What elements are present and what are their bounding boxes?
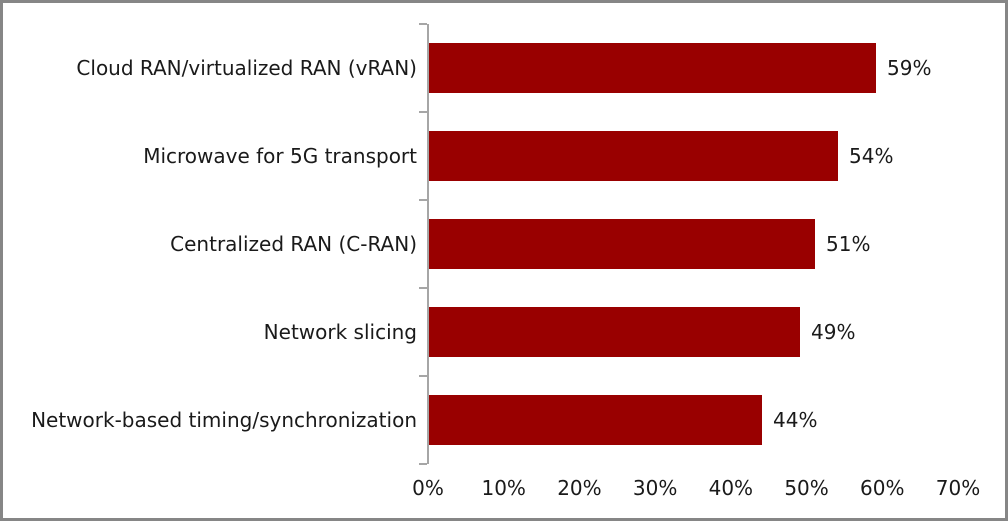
data-label: 54% [849, 144, 894, 168]
value-axis-tick-label: 20% [557, 476, 602, 500]
data-label: 51% [826, 232, 871, 256]
category-axis-tick [419, 463, 427, 465]
bar [429, 131, 838, 181]
value-axis-tick-label: 30% [632, 476, 678, 500]
category-label: Cloud RAN/virtualized RAN (vRAN) [76, 56, 417, 80]
bar [429, 307, 800, 357]
category-axis-tick [419, 287, 427, 289]
data-label: 49% [811, 320, 856, 344]
bar [429, 219, 815, 269]
bar [429, 395, 762, 445]
category-axis-line [427, 24, 429, 464]
category-axis-tick [419, 111, 427, 113]
data-label: 44% [773, 408, 818, 432]
category-label: Network-based timing/synchronization [31, 408, 417, 432]
bar [429, 43, 876, 93]
category-label: Centralized RAN (C-RAN) [170, 232, 417, 256]
category-label: Microwave for 5G transport [143, 144, 417, 168]
category-axis-tick [419, 199, 427, 201]
category-axis-tick [419, 375, 427, 377]
value-axis-tick-label: 0% [412, 476, 444, 500]
value-axis-tick-label: 50% [784, 476, 829, 500]
value-axis-tick-label: 70% [935, 476, 981, 500]
data-label: 59% [887, 56, 932, 80]
value-axis-tick-label: 60% [860, 476, 905, 500]
category-axis-tick [419, 23, 427, 25]
value-axis-tick-label: 40% [708, 476, 754, 500]
value-axis-tick-label: 10% [481, 476, 526, 500]
category-label: Network slicing [263, 320, 417, 344]
